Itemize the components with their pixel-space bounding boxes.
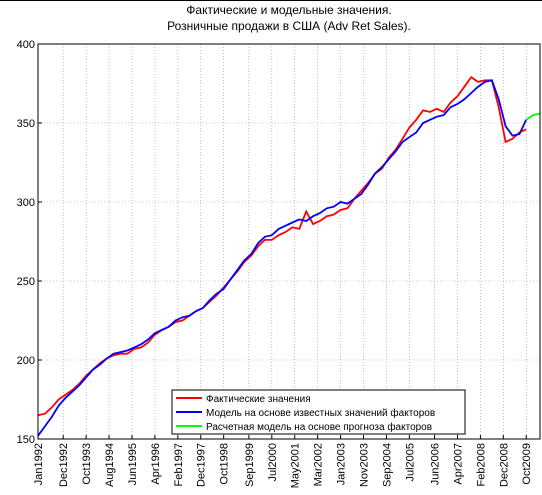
x-tick-label: Oct1998 (219, 443, 231, 485)
x-tick-label: Apr2007 (452, 443, 464, 485)
series-line (37, 75, 527, 417)
y-tick-label: 250 (17, 276, 35, 288)
x-tick-label: Oct2009 (521, 443, 533, 485)
x-tick-label: Sep1999 (244, 443, 256, 487)
x-tick-label: Apr1996 (150, 443, 162, 485)
chart-subtitle: Розничные продажи в США (Adv Ret Sales). (167, 19, 411, 33)
x-tick-label: Jul2000 (267, 443, 279, 482)
x-tick-label: Aug1994 (104, 443, 116, 487)
y-tick-label: 300 (17, 197, 35, 209)
x-tick-label: Jul2005 (404, 443, 416, 482)
x-tick-label: Mar2002 (313, 443, 325, 486)
x-tick-label: Sep2004 (381, 443, 393, 487)
x-tick-label: Dec1997 (196, 443, 208, 487)
legend-label: Фактические значения (206, 394, 311, 405)
x-tick-label: May2001 (290, 443, 302, 488)
x-tick-label: Dec1992 (58, 443, 70, 487)
x-tick-label: Jan2003 (336, 443, 348, 485)
plot-area (38, 44, 540, 439)
legend-label: Расчетная модель на основе прогноза факт… (206, 421, 432, 433)
plot-frame (37, 43, 541, 440)
legend-box (171, 389, 466, 435)
legend-label: Модель на основе известных значений факт… (206, 407, 435, 419)
x-tick-label: Nov2003 (358, 443, 370, 487)
x-tick-label: Oct1993 (81, 443, 93, 485)
y-tick-label: 400 (17, 39, 35, 51)
x-tick-label: Feb2008 (475, 443, 487, 486)
x-tick-label: Dec2008 (498, 443, 510, 487)
x-tick-label: Jan1992 (33, 443, 45, 485)
x-tick-label: Jun2006 (430, 443, 442, 485)
y-tick-label: 150 (17, 434, 35, 446)
x-tick-label: Feb1997 (173, 443, 185, 486)
y-tick-label: 350 (17, 118, 35, 130)
chart-title: Фактические и модельные значения. (186, 3, 391, 17)
series-line (37, 79, 528, 437)
y-tick-label: 200 (17, 355, 35, 367)
series-line (525, 112, 541, 121)
x-tick-label: Jun1995 (127, 443, 139, 485)
